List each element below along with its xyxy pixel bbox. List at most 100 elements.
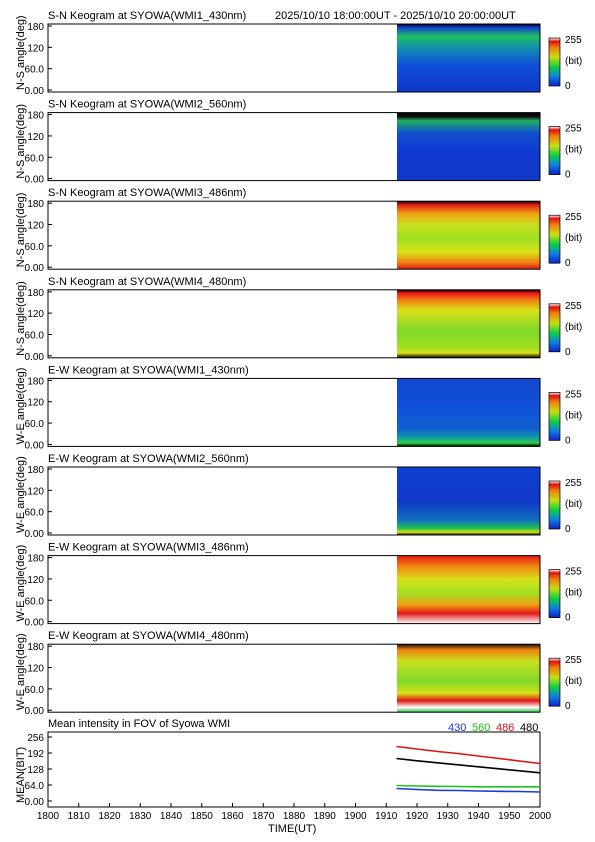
legend-486: 486 bbox=[496, 722, 514, 734]
mean-tick-label: 256 bbox=[27, 733, 44, 744]
colorbar bbox=[548, 480, 561, 530]
colorbar-min: 0 bbox=[565, 170, 571, 181]
time-tick-label: 1810 bbox=[68, 811, 91, 822]
mean-plot-frame bbox=[47, 731, 541, 808]
keogram-tick-label: 60.0 bbox=[25, 508, 45, 519]
keogram-panel: E-W Keogram at SYOWA(WMI4_480nm) W-E angl… bbox=[15, 630, 582, 717]
keogram-tick-label: 0.00 bbox=[25, 618, 45, 629]
colorbar-min: 0 bbox=[565, 524, 571, 535]
time-tick-label: 1950 bbox=[498, 811, 521, 822]
keogram-panels: S-N Keogram at SYOWA(WMI1_430nm) N-S angl… bbox=[15, 10, 582, 717]
colorbar bbox=[548, 37, 561, 87]
keogram-ylabel: W-E angle(deg) bbox=[15, 456, 27, 533]
keogram-tick-label: 60.0 bbox=[25, 596, 45, 607]
keogram-image bbox=[397, 378, 540, 447]
time-tick-label: 2000 bbox=[529, 811, 552, 822]
colorbar-unit: (bit) bbox=[565, 676, 582, 687]
keogram-ylabel: W-E angle(deg) bbox=[15, 633, 27, 710]
time-tick-label: 1840 bbox=[160, 811, 183, 822]
colorbar bbox=[548, 303, 561, 353]
colorbar bbox=[548, 657, 561, 707]
keogram-tick-label: 120 bbox=[27, 43, 44, 54]
legend-430: 430 bbox=[448, 722, 466, 734]
mean-series-lines bbox=[396, 745, 541, 793]
keogram-panel: S-N Keogram at SYOWA(WMI2_560nm) N-S angl… bbox=[15, 99, 582, 186]
time-axis: TIME(UT) 1800 1810 1820 1830 1840 1850 1860 187… bbox=[37, 803, 552, 835]
time-tick-label: 1930 bbox=[437, 811, 460, 822]
colorbar-min: 0 bbox=[565, 701, 571, 712]
keogram-ylabel: W-E angle(deg) bbox=[15, 545, 27, 622]
keogram-tick-label: 180 bbox=[27, 22, 44, 33]
keogram-tick-label: 0.00 bbox=[25, 440, 45, 451]
time-tick-label: 1920 bbox=[406, 811, 429, 822]
time-tick-label: 1910 bbox=[375, 811, 398, 822]
keogram-tick-label: 120 bbox=[27, 486, 44, 497]
keogram-title: S-N Keogram at SYOWA(WMI3_486nm) bbox=[48, 187, 246, 199]
keogram-title: E-W Keogram at SYOWA(WMI4_480nm) bbox=[48, 630, 249, 642]
keogram-tick-label: 0.00 bbox=[25, 352, 45, 363]
keogram-tick-label: 120 bbox=[27, 398, 44, 409]
mean-y-ticks: 256 192 128 64.0 0.00 bbox=[25, 733, 52, 808]
keogram-tick-label: 180 bbox=[27, 465, 44, 476]
colorbar-max: 255 bbox=[565, 567, 582, 578]
keogram-panel: E-W Keogram at SYOWA(WMI2_560nm) W-E angl… bbox=[15, 453, 582, 540]
colorbar-min: 0 bbox=[565, 81, 571, 92]
mean-tick-label: 64.0 bbox=[25, 781, 45, 792]
time-tick-label: 1860 bbox=[221, 811, 244, 822]
mean-series-560 bbox=[396, 784, 540, 788]
keogram-tick-label: 60.0 bbox=[25, 153, 45, 164]
time-tick-label: 1830 bbox=[129, 811, 152, 822]
keogram-tick-label: 180 bbox=[27, 111, 44, 122]
keogram-tick-label: 180 bbox=[27, 376, 44, 387]
colorbar-unit: (bit) bbox=[565, 499, 582, 510]
keogram-tick-label: 60.0 bbox=[25, 419, 45, 430]
mean-panel-title: Mean intensity in FOV of Syowa WMI bbox=[48, 718, 230, 730]
colorbar-unit: (bit) bbox=[565, 56, 582, 67]
colorbar-max: 255 bbox=[565, 389, 582, 400]
keogram-panel: E-W Keogram at SYOWA(WMI1_430nm) W-E angl… bbox=[15, 364, 582, 451]
keogram-title: S-N Keogram at SYOWA(WMI1_430nm) bbox=[48, 10, 246, 22]
keogram-image bbox=[397, 24, 540, 92]
keogram-tick-label: 180 bbox=[27, 288, 44, 299]
keogram-tick-label: 120 bbox=[27, 309, 44, 320]
keogram-frame bbox=[47, 289, 541, 359]
colorbar-min: 0 bbox=[565, 435, 571, 446]
colorbar-max: 255 bbox=[565, 35, 582, 46]
mean-ylabel: MEAN(BIT) bbox=[15, 747, 27, 803]
time-tick-label: 1900 bbox=[344, 811, 367, 822]
keogram-tick-label: 0.00 bbox=[25, 529, 45, 540]
keogram-image bbox=[397, 467, 540, 535]
colorbar-unit: (bit) bbox=[565, 410, 582, 421]
colorbar-max: 255 bbox=[565, 655, 582, 666]
keogram-ylabel: N-S angle(deg) bbox=[15, 193, 27, 268]
colorbar-max: 255 bbox=[565, 212, 582, 223]
xaxis-label: TIME(UT) bbox=[268, 823, 316, 835]
keogram-tick-label: 0.00 bbox=[25, 86, 45, 97]
keogram-ylabel: N-S angle(deg) bbox=[15, 104, 27, 179]
keogram-tick-label: 60.0 bbox=[25, 685, 45, 696]
keogram-panel: S-N Keogram at SYOWA(WMI1_430nm) N-S angl… bbox=[15, 10, 582, 97]
keogram-ylabel: W-E angle(deg) bbox=[15, 368, 27, 445]
keogram-tick-label: 120 bbox=[27, 132, 44, 143]
keogram-frame bbox=[47, 200, 541, 270]
colorbar-unit: (bit) bbox=[565, 145, 582, 156]
keogram-tick-label: 0.00 bbox=[25, 263, 45, 274]
keogram-tick-label: 60.0 bbox=[25, 242, 45, 253]
mean-tick-label: 128 bbox=[27, 765, 44, 776]
mean-series-486 bbox=[396, 745, 541, 765]
keogram-title: S-N Keogram at SYOWA(WMI2_560nm) bbox=[48, 99, 246, 111]
keogram-title: E-W Keogram at SYOWA(WMI1_430nm) bbox=[48, 364, 249, 376]
colorbar bbox=[548, 569, 561, 618]
mean-series-480 bbox=[396, 757, 541, 774]
keogram-panel: S-N Keogram at SYOWA(WMI4_480nm) N-S angl… bbox=[15, 276, 582, 363]
time-tick-label: 1800 bbox=[37, 811, 60, 822]
keogram-tick-label: 180 bbox=[27, 642, 44, 653]
mean-tick-label: 0.00 bbox=[25, 797, 45, 808]
mean-tick-label: 192 bbox=[27, 749, 44, 760]
keogram-tick-label: 180 bbox=[27, 554, 44, 565]
keogram-image bbox=[397, 644, 540, 713]
keogram-tick-label: 0.00 bbox=[25, 706, 45, 717]
keogram-panel: E-W Keogram at SYOWA(WMI3_486nm) W-E angl… bbox=[15, 542, 582, 629]
time-tick-label: 1880 bbox=[283, 811, 306, 822]
